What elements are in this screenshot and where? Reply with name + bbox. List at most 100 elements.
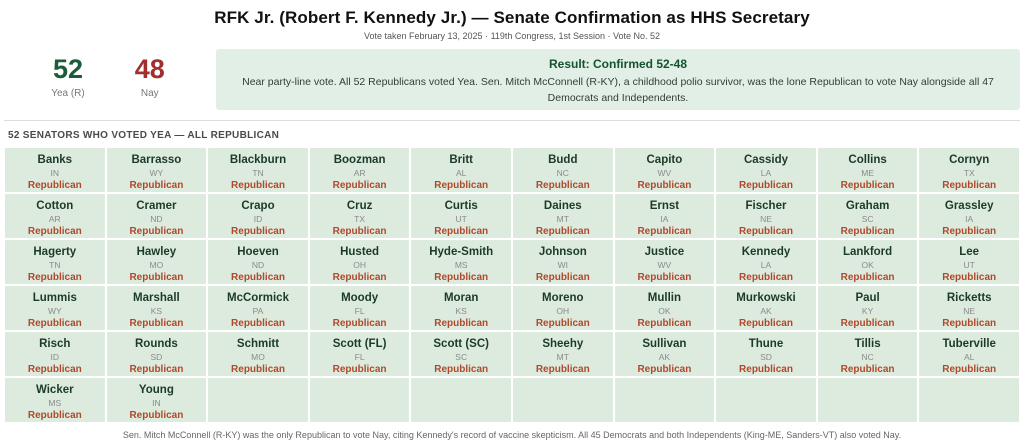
senator-name: Risch [39, 338, 71, 350]
senator-party: Republican [535, 179, 590, 191]
senator-state: ME [861, 168, 874, 179]
senator-state: PA [252, 306, 264, 317]
senator-name: Banks [37, 154, 73, 166]
senator-party: Republican [739, 271, 793, 283]
senator-name: Blackburn [229, 154, 287, 166]
senator-name: Fischer [745, 200, 787, 212]
senator-card: Barrasso WY Republican [106, 148, 207, 192]
senator-state: MS [454, 260, 468, 271]
senator-party: Republican [942, 225, 997, 237]
senator-state: OH [556, 306, 570, 317]
senator-party: Republican [129, 317, 184, 329]
senator-card: Cruz TX Republican [309, 194, 410, 238]
empty-cell [614, 378, 715, 422]
empty-cell [512, 378, 613, 422]
senator-state: NC [861, 352, 874, 363]
senator-card: Sheehy MT Republican [512, 332, 613, 376]
empty-cell [919, 378, 1019, 422]
senator-party: Republican [535, 363, 590, 375]
senator-state: UT [963, 260, 975, 271]
senator-party: Republican [27, 363, 82, 375]
senator-party: Republican [942, 317, 997, 329]
senator-party: Republican [840, 363, 895, 375]
yea-label: Yea (R) [51, 88, 85, 99]
senator-state: AK [658, 352, 671, 363]
senator-party: Republican [434, 179, 489, 191]
senator-card: Hoeven ND Republican [208, 240, 308, 284]
senator-state: TN [252, 168, 264, 179]
nay-stat: 48 Nay [135, 56, 165, 110]
senator-card: Capito WV Republican [614, 148, 715, 192]
senator-state: NE [963, 306, 976, 317]
vote-meta-subtitle: Vote taken February 13, 2025 · 119th Con… [363, 31, 660, 41]
senator-state: FL [354, 306, 365, 317]
senator-state: KS [455, 306, 467, 317]
senator-name: Cramer [136, 200, 177, 212]
senator-party: Republican [942, 363, 997, 375]
senator-card: Scott (FL) FL Republican [309, 332, 410, 376]
senator-card: Husted OH Republican [309, 240, 410, 284]
senator-state: ID [253, 214, 263, 225]
senator-state: WY [47, 306, 62, 317]
senator-card: Blackburn TN Republican [208, 148, 308, 192]
senator-state: WY [149, 168, 164, 179]
senator-card: Sullivan AK Republican [614, 332, 715, 376]
senator-state: OK [861, 260, 874, 271]
senator-card: Rounds SD Republican [106, 332, 207, 376]
senator-name: Cotton [36, 200, 74, 212]
senator-name: Johnson [538, 246, 587, 258]
senator-state: WI [557, 260, 568, 271]
senator-state: KY [861, 306, 874, 317]
senator-card: Moran KS Republican [411, 286, 511, 330]
senator-state: IA [660, 214, 669, 225]
senator-state: AL [455, 168, 467, 179]
senator-party: Republican [637, 179, 692, 191]
senator-card: Thune SD Republican [716, 332, 816, 376]
result-box: Result: Confirmed 52-48 Near party-line … [216, 49, 1020, 110]
senator-name: Tillis [854, 338, 881, 350]
senator-name: Collins [848, 154, 887, 166]
senator-state: SD [150, 352, 163, 363]
senator-name: Capito [646, 154, 683, 166]
senator-state: TN [49, 260, 61, 271]
senator-name: Schmitt [236, 338, 280, 350]
senator-name: Crapo [241, 200, 275, 212]
senator-name: Moody [341, 292, 379, 304]
senator-party: Republican [637, 317, 692, 329]
senator-party: Republican [332, 271, 387, 283]
nay-count: 48 [134, 54, 165, 84]
senator-party: Republican [942, 179, 997, 191]
senator-card: Fischer NE Republican [716, 194, 816, 238]
senator-name: Scott (SC) [433, 338, 489, 350]
senator-name: Hagerty [33, 246, 77, 258]
senator-card: Budd NC Republican [512, 148, 613, 192]
senator-party: Republican [535, 271, 590, 283]
senator-card: Mullin OK Republican [614, 286, 715, 330]
senator-name: Justice [644, 246, 685, 258]
senator-card: Graham SC Republican [817, 194, 918, 238]
senator-party: Republican [231, 317, 285, 329]
senator-card: Tuberville AL Republican [919, 332, 1019, 376]
senator-name: Lummis [32, 292, 77, 304]
senator-name: Hawley [136, 246, 177, 258]
yea-count: 52 [52, 54, 83, 84]
senator-name: Ernst [649, 200, 680, 212]
senator-state: ND [251, 260, 265, 271]
senator-party: Republican [332, 363, 387, 375]
senator-state: IN [152, 398, 161, 409]
senator-name: Husted [340, 246, 380, 258]
senator-party: Republican [129, 225, 184, 237]
senator-party: Republican [231, 179, 285, 191]
empty-cell [309, 378, 410, 422]
senator-party: Republican [27, 317, 82, 329]
senator-card: Crapo ID Republican [208, 194, 308, 238]
senator-party: Republican [637, 271, 692, 283]
senator-name: Sheehy [542, 338, 584, 350]
senator-name: Young [138, 384, 174, 396]
empty-cell [817, 378, 918, 422]
senator-name: Sullivan [642, 338, 687, 350]
senator-card: Justice WV Republican [614, 240, 715, 284]
senator-party: Republican [129, 271, 184, 283]
senator-card: Hawley MO Republican [106, 240, 207, 284]
senator-party: Republican [231, 225, 285, 237]
